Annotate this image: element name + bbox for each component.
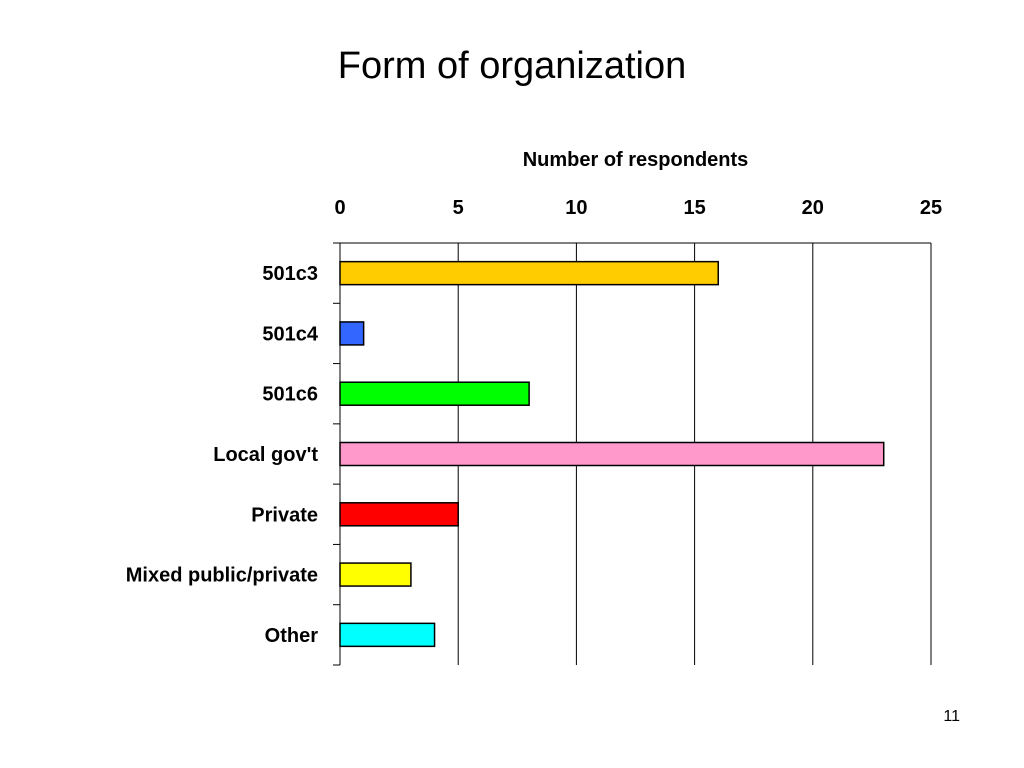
x-tick-label: 15 [683,197,705,219]
x-tick-label: 5 [453,197,464,219]
category-label: 501c3 [262,263,318,285]
category-label: Local gov't [213,444,318,466]
x-axis-title: Number of respondents [523,149,749,171]
bar-0 [339,260,719,286]
category-label: Private [251,504,318,526]
bar-4 [339,502,459,527]
x-tick-label: 10 [565,197,587,219]
bar-1 [339,321,365,346]
x-tick-label: 25 [920,197,942,219]
chart-labels: 0 5 10 15 20 25 501c3 501c4 501c6 Local gov't Priv… [126,197,942,647]
category-label: 501c4 [262,323,318,345]
bar-6 [339,622,436,648]
category-label: Other [265,625,319,647]
bar-3 [339,441,885,467]
x-tick-label: 0 [334,197,345,219]
category-label: Mixed public/private [126,565,318,587]
x-tick-label: 20 [802,197,824,219]
slide-title: Form of organization [0,40,1024,92]
bar-5 [339,562,412,587]
chart-bars [339,260,885,648]
slide-title-text: Form of organization [337,45,687,87]
page-number: 11 [943,708,960,725]
category-label: 501c6 [262,384,318,406]
bar-2 [339,381,530,406]
